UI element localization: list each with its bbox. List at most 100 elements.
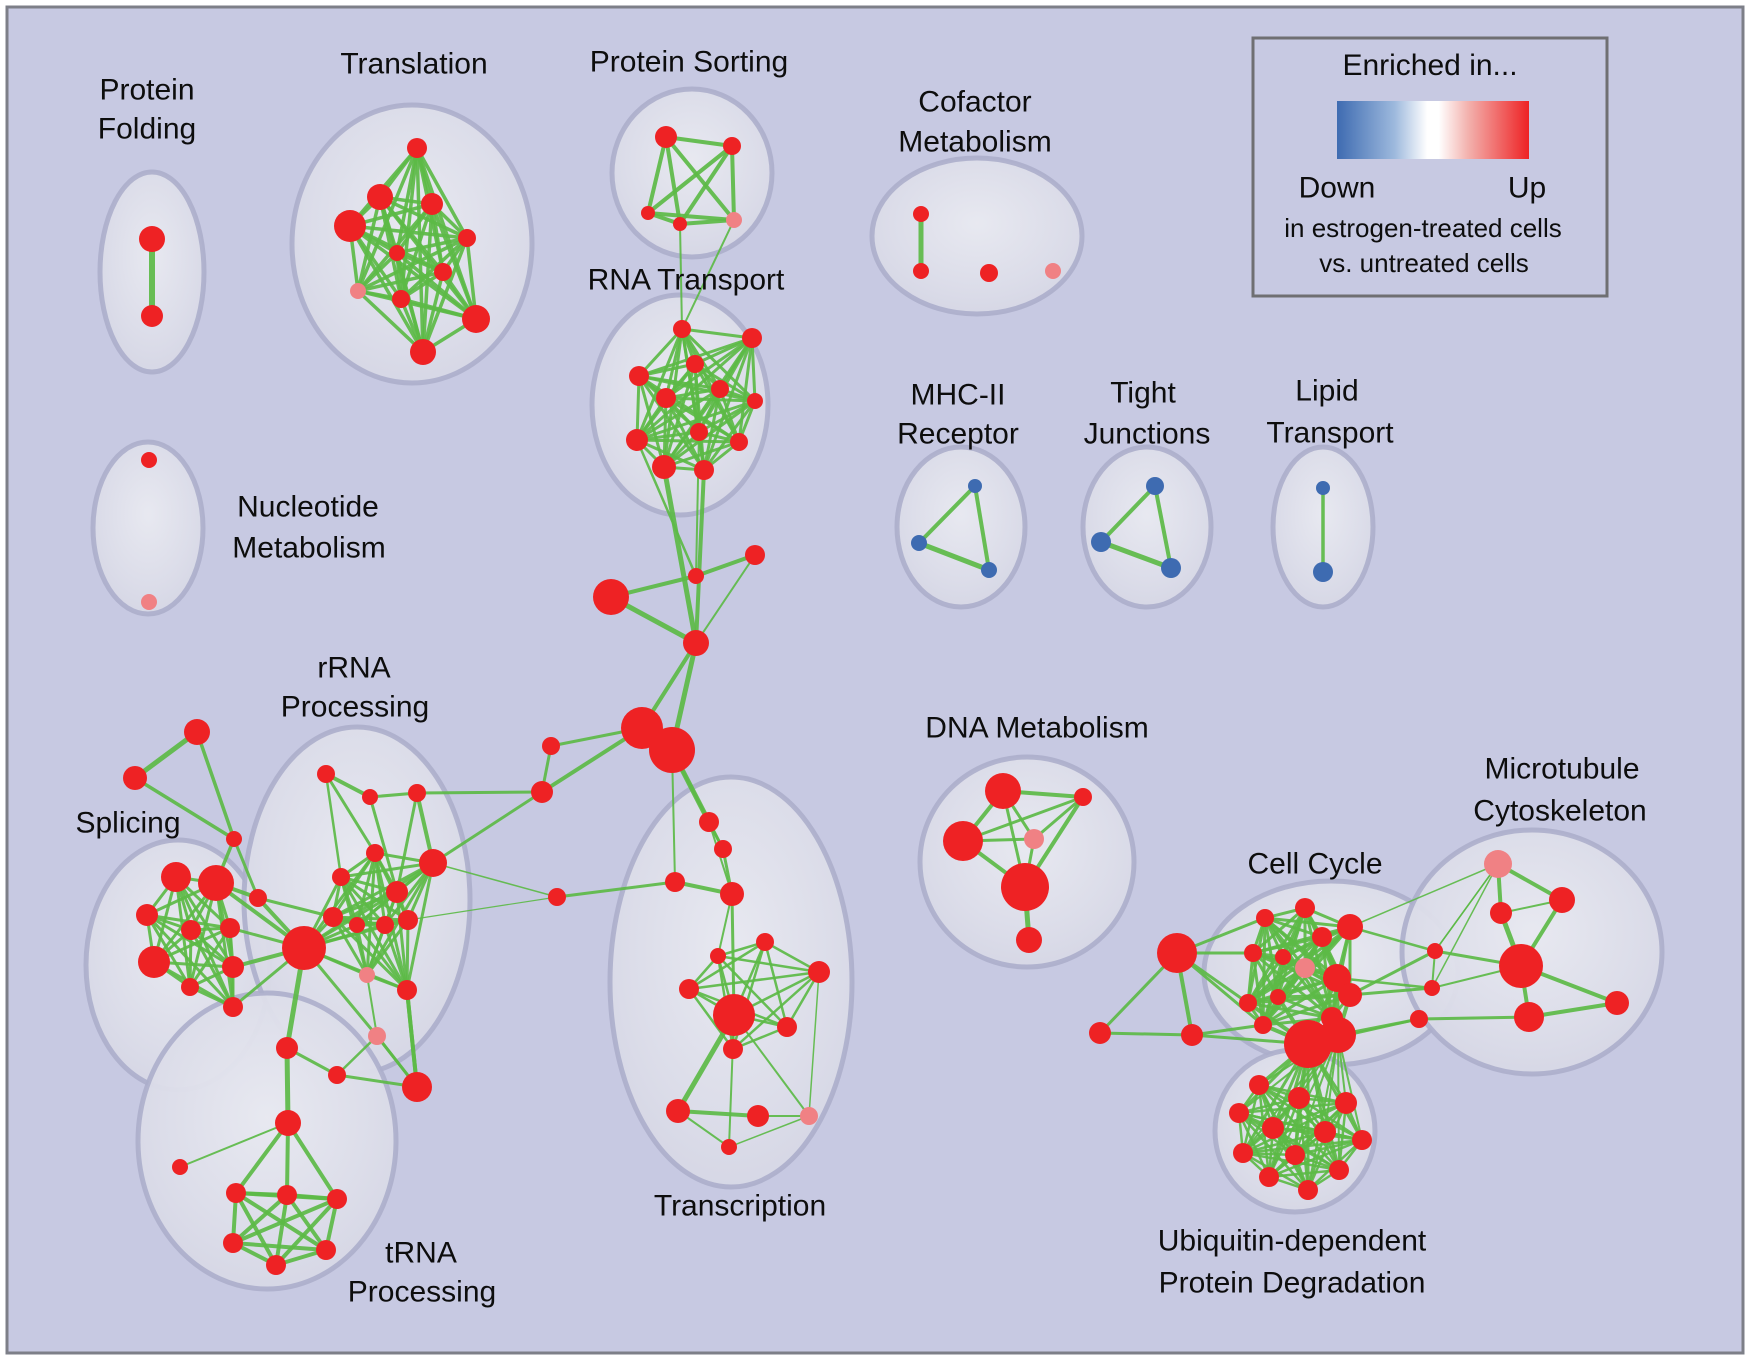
node-rna-transport-6 — [747, 393, 763, 409]
node-transcription-4 — [756, 933, 774, 951]
node-trna-processing-3 — [172, 1159, 188, 1175]
node-trna-processing-1 — [328, 1066, 346, 1084]
cluster-ellipse-cofactor-metabolism — [869, 155, 1085, 317]
edge — [395, 791, 419, 894]
edge — [1241, 1101, 1348, 1155]
cluster-label-mhc-ii-receptor: Receptor — [897, 418, 1019, 451]
node-ubiquitin-degradation-4 — [1262, 1117, 1284, 1139]
node-transcription-5 — [710, 948, 726, 964]
node-splicing-triangle-0 — [184, 719, 210, 745]
node-cell-cycle-3 — [1295, 898, 1315, 918]
cluster-label-mhc-ii-receptor: MHC-II — [911, 379, 1006, 412]
node-cell-cycle-11 — [1270, 989, 1286, 1005]
node-cell-cycle-12 — [1338, 983, 1362, 1007]
node-ubiquitin-degradation-0 — [1249, 1075, 1269, 1095]
edge — [635, 438, 698, 578]
node-rrna-processing-4 — [332, 868, 350, 886]
edge — [676, 1109, 760, 1118]
edge — [728, 1115, 810, 1148]
node-ubiquitin-degradation-1 — [1288, 1087, 1310, 1109]
node-cofactor-metabolism-2 — [980, 264, 998, 282]
edge — [395, 236, 469, 255]
edges-rna-transport — [635, 327, 757, 472]
node-transcription-14 — [721, 1139, 737, 1155]
edge — [635, 327, 684, 442]
node-microtubule-cytoskeleton-4 — [1499, 944, 1543, 988]
edge — [1348, 949, 1437, 997]
node-rrna-processing-15 — [368, 1027, 386, 1045]
node-rrna-processing-14 — [249, 889, 267, 907]
cluster-label-rrna-processing: Processing — [281, 691, 429, 724]
cluster-label-transcription: Transcription — [654, 1190, 826, 1223]
cluster-label-rna-transport: RNA Transport — [588, 264, 785, 297]
node-splicing-6 — [222, 956, 244, 978]
edge — [635, 438, 706, 472]
edge — [231, 1193, 289, 1245]
edge — [662, 440, 741, 469]
edge — [637, 327, 684, 378]
cluster-label-ubiquitin-degradation: Ubiquitin-dependent — [1158, 1225, 1427, 1258]
edge — [1417, 1015, 1531, 1021]
edge — [664, 135, 734, 148]
node-cell-cycle-0 — [1157, 933, 1197, 973]
node-cofactor-metabolism-1 — [913, 263, 929, 279]
node-transcription-9 — [777, 1017, 797, 1037]
edge — [646, 135, 668, 215]
node-microtubule-cytoskeleton-3 — [1427, 943, 1443, 959]
node-microtubule-cytoskeleton-0 — [1484, 850, 1512, 878]
legend-subtitle-line1: in estrogen-treated cells — [1284, 213, 1561, 243]
edge — [646, 144, 734, 215]
node-microtubule-cytoskeleton-2 — [1490, 902, 1512, 924]
cluster-label-trna-processing: tRNA — [385, 1237, 457, 1270]
node-rna-transport-3 — [629, 366, 649, 386]
edge — [694, 468, 706, 645]
edge — [664, 396, 741, 444]
edge — [1267, 1138, 1364, 1179]
edge — [664, 396, 757, 403]
cluster-label-lipid-transport: Transport — [1266, 417, 1394, 450]
node-dna-metabolism-2 — [943, 821, 983, 861]
edge — [1348, 986, 1434, 997]
node-trna-processing-6 — [327, 1189, 347, 1209]
edge — [234, 1191, 278, 1267]
node-trna-processing-9 — [266, 1255, 286, 1275]
cluster-ellipse-tight-junctions — [1080, 444, 1214, 610]
node-connector-chain-2 — [593, 579, 629, 615]
node-tight-junctions-0 — [1146, 477, 1164, 495]
edge — [664, 336, 754, 400]
node-rrna-processing-9 — [376, 916, 394, 934]
node-cell-cycle-10 — [1239, 994, 1257, 1012]
edge — [1246, 935, 1324, 1005]
edge — [681, 219, 735, 330]
edge — [234, 1121, 290, 1195]
node-rrna-processing-5 — [386, 881, 408, 903]
edge — [331, 861, 435, 919]
edge — [716, 954, 821, 974]
node-translation-2 — [367, 184, 393, 210]
cluster-ellipse-dna-metabolism — [917, 754, 1137, 970]
edge — [763, 940, 789, 1029]
node-cell-cycle-16 — [1320, 1017, 1356, 1053]
cluster-ellipse-mhc-ii-receptor — [894, 444, 1028, 610]
edge — [356, 270, 445, 293]
node-translation-8 — [392, 290, 410, 308]
edge — [1261, 976, 1339, 1027]
edge — [1267, 1168, 1341, 1179]
node-rrna-processing-16 — [402, 1072, 432, 1102]
node-transcription-13 — [800, 1107, 818, 1125]
edge — [1098, 539, 1174, 571]
node-ubiquitin-degradation-7 — [1233, 1143, 1253, 1163]
node-microtubule-cytoskeleton-7 — [1605, 991, 1629, 1015]
edge — [366, 974, 378, 1037]
edge — [728, 1014, 735, 1148]
edge — [348, 224, 425, 354]
node-transcription-6 — [808, 961, 830, 983]
cluster-ellipse-protein-sorting — [609, 86, 775, 260]
edge — [680, 327, 757, 403]
cluster-label-cofactor-metabolism: Cofactor — [918, 86, 1031, 119]
edge — [274, 1193, 289, 1267]
node-microtubule-cytoskeleton-8 — [1410, 1010, 1428, 1028]
node-ubiquitin-degradation-2 — [1335, 1092, 1357, 1114]
edge — [302, 861, 435, 950]
edge — [179, 1122, 289, 1168]
